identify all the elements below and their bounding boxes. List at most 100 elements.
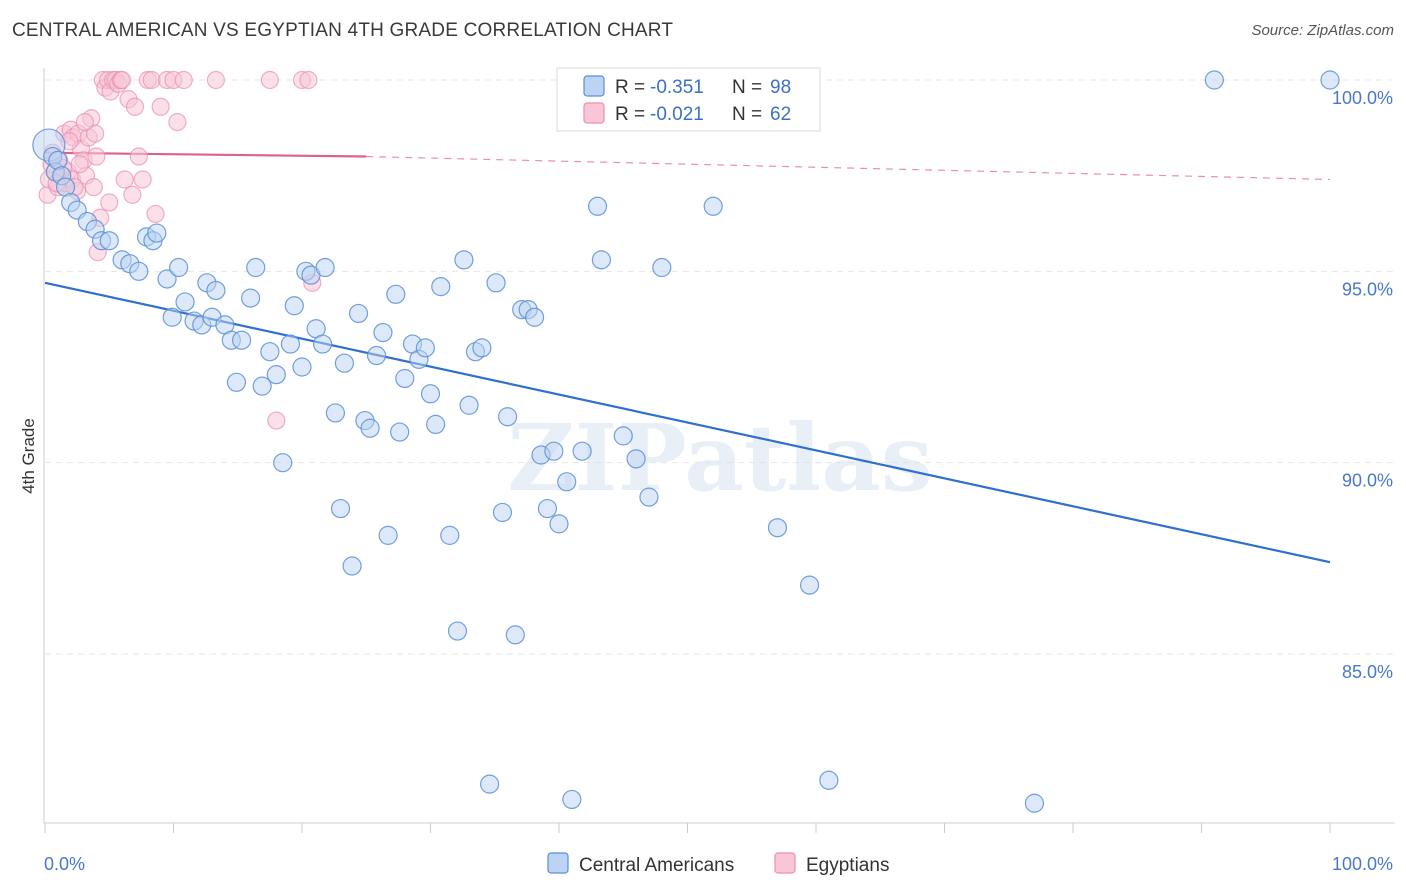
egyptians-point <box>174 70 193 90</box>
egyptians-point <box>267 411 286 430</box>
central-americans-point <box>767 518 788 538</box>
central-americans-point <box>472 338 492 358</box>
central-americans-point <box>537 498 558 519</box>
central-americans-point <box>147 223 167 243</box>
central-americans-point <box>557 472 577 492</box>
central-americans-point <box>246 257 266 278</box>
central-americans-point <box>266 365 286 385</box>
central-americans-point <box>334 353 355 373</box>
central-americans-point <box>486 273 506 293</box>
central-americans-point <box>99 231 119 251</box>
egyptians-point <box>70 155 89 174</box>
central-americans-point <box>703 196 723 216</box>
x-tick-labels: 0.0% 100.0% <box>44 854 1393 874</box>
bottom-legend-egyptians: Egyptians <box>806 855 889 876</box>
central-americans-point <box>459 395 479 415</box>
legend-r-value-2: -0.021 <box>650 104 704 125</box>
central-americans-point <box>360 418 380 438</box>
bottom-legend-swatch-blue <box>547 852 569 874</box>
central-americans-point <box>348 303 369 324</box>
central-americans-point <box>273 453 293 473</box>
central-americans-point <box>505 625 525 645</box>
bottom-legend-central-americans: Central Americans <box>579 855 734 876</box>
egyptians-point <box>100 193 119 212</box>
central-americans-point <box>157 269 177 289</box>
egyptians-point <box>146 204 165 224</box>
egyptians-point <box>75 112 94 132</box>
central-americans-point <box>799 575 820 595</box>
egyptians-point <box>129 147 148 166</box>
y-tick-label: 85.0% <box>1342 662 1393 682</box>
central-americans-point <box>639 487 659 507</box>
central-americans-point <box>390 422 410 442</box>
central-americans-point <box>342 556 362 576</box>
central-americans-point <box>447 621 468 641</box>
egyptians-point <box>168 112 187 132</box>
y-tick-label: 100.0% <box>1332 88 1393 108</box>
legend-n-value-1: 98 <box>770 77 791 98</box>
legend-r-label-2: R = <box>615 104 645 125</box>
legend-n-label-1: N = <box>732 77 762 98</box>
y-tick-label: 90.0% <box>1342 471 1393 491</box>
central-americans-point <box>373 322 393 343</box>
central-americans-point <box>175 292 195 312</box>
egyptians-point <box>84 178 103 197</box>
central-americans-point <box>613 426 633 446</box>
y-tick-label: 95.0% <box>1342 279 1393 299</box>
central-americans-point <box>366 345 387 366</box>
central-americans-point <box>440 525 460 545</box>
egyptians-point <box>125 97 145 116</box>
legend-n-value-2: 62 <box>770 104 791 125</box>
central-americans-point <box>549 514 569 534</box>
chart-title: CENTRAL AMERICAN VS EGYPTIAN 4TH GRADE C… <box>12 20 674 41</box>
central-americans-point <box>129 261 149 281</box>
central-americans-point <box>626 449 646 469</box>
legend-r-label-1: R = <box>615 77 645 98</box>
central-americans-point <box>169 257 189 278</box>
central-americans-point <box>492 502 513 523</box>
central-americans-point <box>415 338 435 358</box>
central-americans-point <box>591 250 612 270</box>
central-americans-point <box>544 441 564 461</box>
egyptians-point <box>151 97 170 116</box>
central-americans-point <box>480 774 500 794</box>
legend-swatch-blue <box>583 75 605 97</box>
egyptians-point <box>206 70 226 90</box>
central-americans-point <box>206 280 226 301</box>
gridlines <box>45 79 1395 655</box>
central-americans-point <box>572 441 592 461</box>
central-americans-trend-line <box>44 281 1331 564</box>
legend-n-label-2: N = <box>732 104 762 125</box>
bottom-legend-swatch-pink <box>774 852 796 874</box>
central-americans-point <box>284 296 304 316</box>
central-americans-point <box>378 525 398 545</box>
central-americans-point <box>325 403 346 423</box>
x-tick-label: 100.0% <box>1332 854 1393 874</box>
legend-r-value-1: -0.351 <box>650 77 704 98</box>
x-tick-label: 0.0% <box>44 854 85 874</box>
central-americans-point <box>292 357 312 377</box>
central-americans-point <box>431 277 451 297</box>
central-americans-point <box>315 257 335 278</box>
egyptians-point <box>87 147 106 166</box>
central-americans-point <box>260 342 280 362</box>
central-americans-point <box>524 307 545 327</box>
egyptians-point <box>260 70 279 90</box>
chart-source: Source: ZipAtlas.com <box>1251 22 1394 39</box>
central-americans-point <box>426 414 446 434</box>
stats-legend: R = -0.351 N = 98 R = -0.021 N = 62 <box>556 67 821 132</box>
watermark: ZIPatlas <box>507 404 932 512</box>
series-legend: Central Americans Egyptians <box>547 852 889 876</box>
egyptians-point <box>299 70 318 90</box>
central-americans-point <box>819 770 839 790</box>
egyptians-point <box>133 170 152 189</box>
central-americans-point <box>562 789 582 810</box>
egyptians-trend-line-dashed <box>366 155 1331 181</box>
central-americans-point <box>420 384 441 404</box>
central-americans-point <box>498 407 518 427</box>
egyptians-point <box>123 185 142 204</box>
central-americans-point <box>652 257 672 278</box>
central-americans-point <box>1024 793 1045 813</box>
central-americans-point <box>226 372 247 392</box>
